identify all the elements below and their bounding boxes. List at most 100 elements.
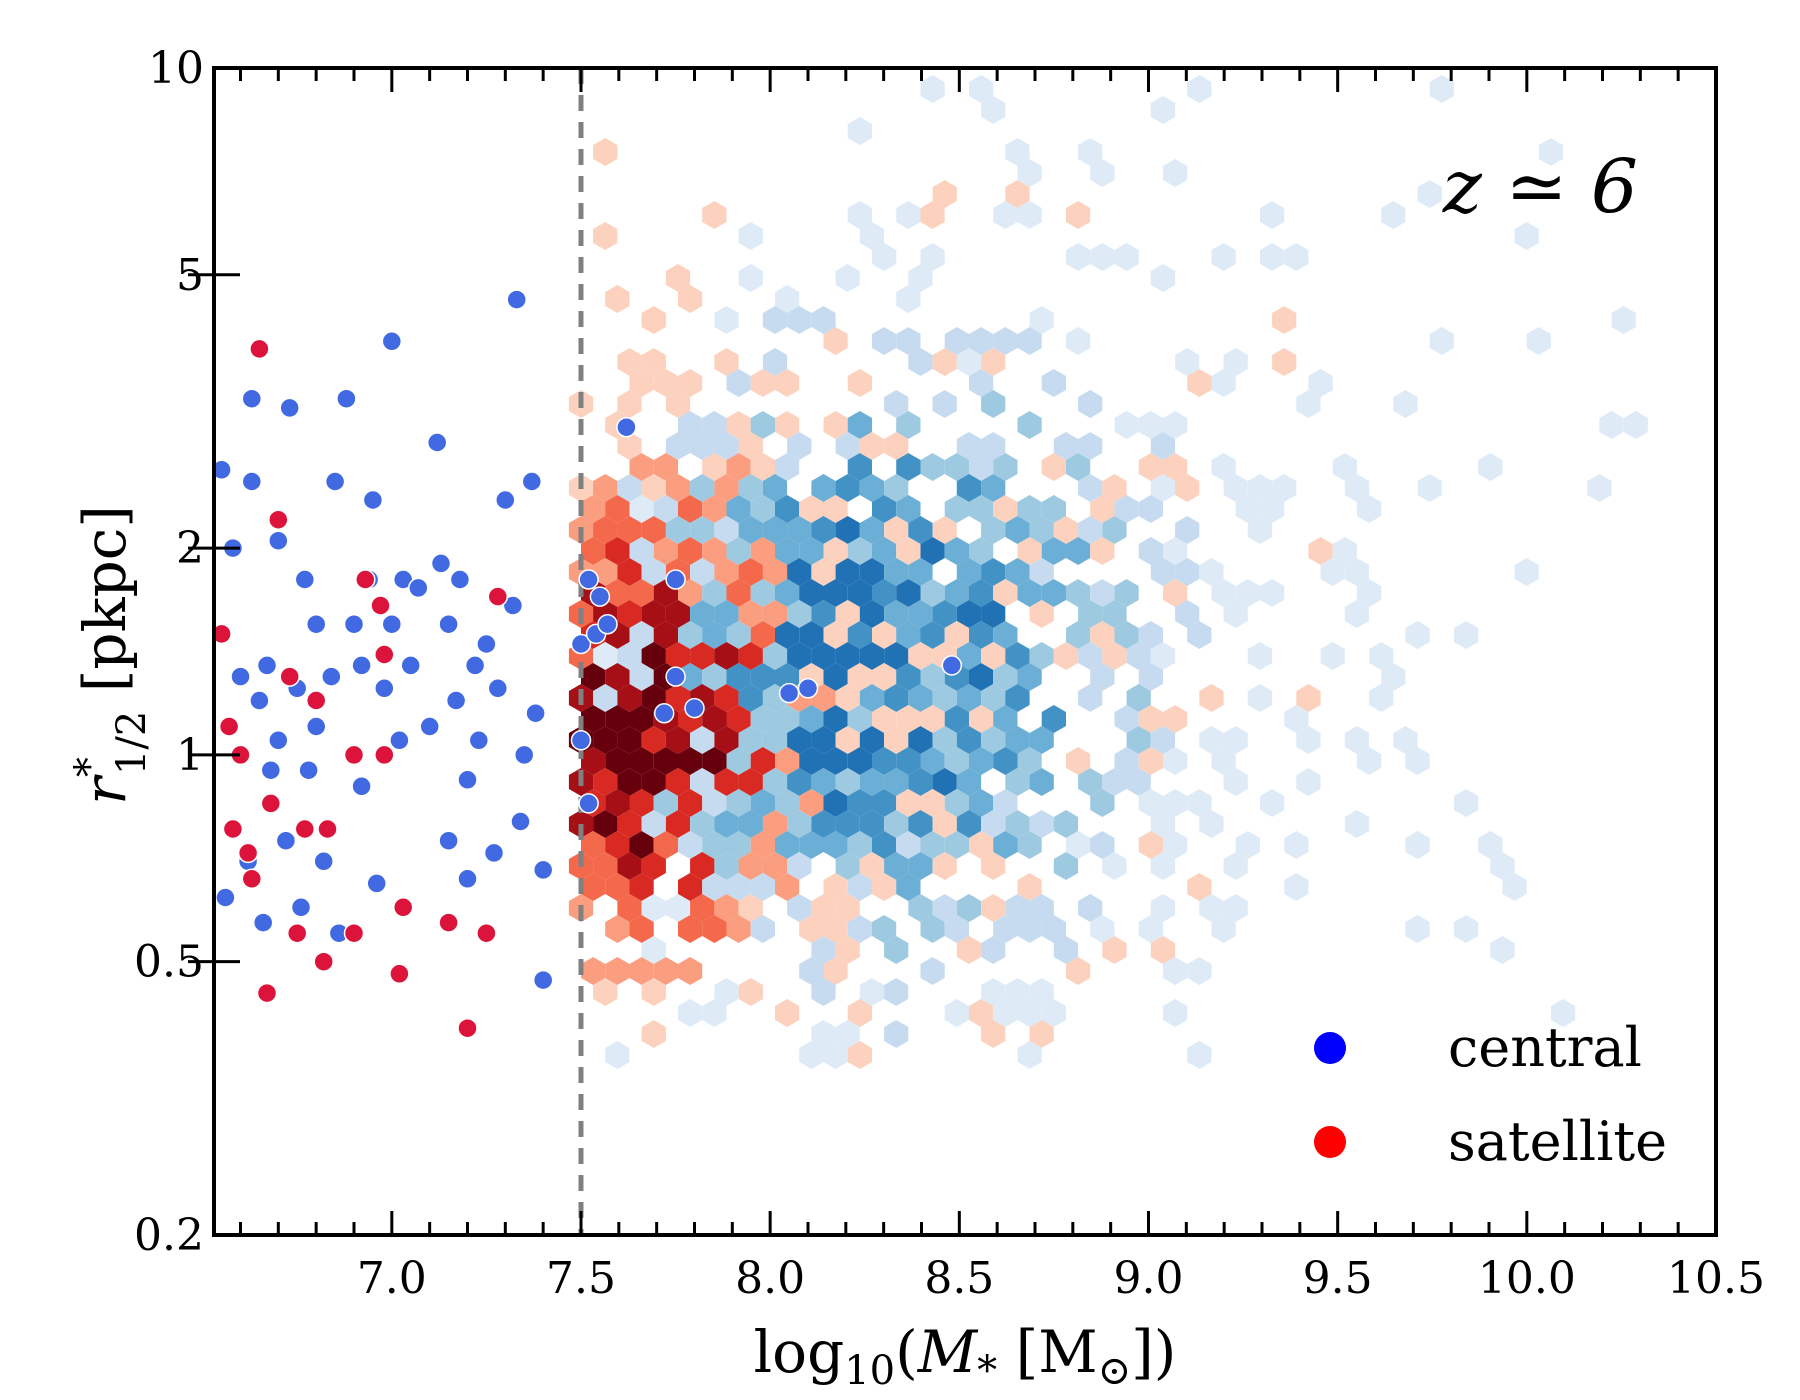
hexbin-cell — [799, 705, 824, 733]
hexbin-cell — [605, 1041, 630, 1069]
hexbin-cell — [993, 789, 1018, 817]
hexbin-cell — [1066, 747, 1091, 775]
hexbin-cell — [690, 516, 715, 544]
central-point — [457, 769, 478, 791]
hexbin-cell — [702, 495, 727, 523]
hexbin-cell — [1053, 936, 1079, 964]
hexbin-cell — [872, 579, 897, 607]
scatter-points — [214, 289, 963, 1039]
central-point — [268, 730, 289, 751]
hexbin-cell — [1078, 768, 1103, 796]
central-point — [570, 730, 592, 751]
hexbin-cell — [702, 747, 727, 775]
hexbin-cell — [823, 411, 848, 439]
hexbin-cell — [981, 390, 1006, 418]
hexbin-cell — [859, 432, 885, 460]
hexbin-cell — [1017, 537, 1042, 565]
hexbin-cell — [605, 663, 630, 691]
hexbin-cell — [1187, 621, 1212, 649]
hexbin-cell — [1090, 663, 1115, 691]
hexbin-cell — [920, 579, 945, 607]
central-point — [305, 613, 327, 635]
x-tick-label: 7.5 — [546, 1253, 616, 1304]
hexbin-cell — [811, 642, 836, 670]
central-point — [665, 569, 686, 590]
hexbin-density — [568, 75, 1648, 1069]
hexbin-cell — [738, 432, 763, 460]
hexbin-cell — [908, 768, 933, 796]
hexbin-cell — [581, 747, 606, 775]
hexbin-cell — [969, 537, 994, 565]
hexbin-cell — [750, 411, 775, 439]
hexbin-cell — [1078, 390, 1103, 418]
hexbin-cell — [956, 894, 982, 922]
hexbin-cell — [1029, 894, 1054, 922]
hexbin-cell — [1041, 579, 1066, 607]
hexbin-cell — [1138, 453, 1163, 481]
hexbin-cell — [835, 432, 860, 460]
hexbin-cell — [1296, 684, 1321, 712]
hexbin-cell — [593, 516, 618, 544]
hexbin-cell — [1223, 600, 1248, 628]
hexbin-cell — [1041, 537, 1066, 565]
hexbin-cell — [1163, 159, 1188, 187]
hexbin-cell — [1078, 684, 1103, 712]
central-point — [381, 331, 403, 352]
hexbin-cell — [1235, 831, 1260, 859]
central-point — [483, 842, 505, 864]
central-point — [476, 633, 497, 655]
hexbin-cell — [665, 474, 691, 502]
hexbin-cell — [823, 579, 848, 607]
hexbin-cell — [872, 621, 897, 649]
central-point — [362, 489, 384, 511]
hexbin-cell — [847, 117, 872, 145]
hexbin-cell — [932, 348, 957, 376]
hexbin-cell — [617, 810, 642, 838]
hexbin-cell — [653, 369, 678, 397]
hexbin-cell — [1029, 558, 1054, 586]
central-point — [684, 697, 705, 719]
x-title-sun-symbol: ⊙ — [1098, 1348, 1132, 1394]
hexbin-cell — [1138, 915, 1163, 943]
hexbin-cell — [605, 537, 630, 565]
hexbin-cell — [944, 915, 969, 943]
hexbin-cell — [775, 369, 800, 397]
hexbin-cell — [775, 537, 800, 565]
hexbin-cell — [1187, 789, 1212, 817]
hexbin-cell — [629, 495, 654, 523]
hexbin-cell — [1114, 495, 1139, 523]
hexbin-cell — [1247, 642, 1273, 670]
central-point — [241, 388, 263, 409]
central-point — [510, 811, 531, 832]
hexbin-cell — [920, 243, 945, 271]
central-point — [374, 678, 395, 699]
satellite-point — [214, 623, 232, 645]
hexbin-cell — [1029, 306, 1054, 334]
hexbin-cell — [859, 768, 885, 796]
hexbin-cell — [1587, 474, 1612, 502]
hexbin-cell — [629, 579, 654, 607]
hexbin-cell — [617, 852, 642, 880]
hexbin-cell — [714, 894, 739, 922]
hexbin-cell — [1150, 642, 1176, 670]
hexbin-cell — [1247, 684, 1273, 712]
hexbin-cell — [1381, 201, 1406, 229]
hexbin-cell — [714, 978, 739, 1006]
hexbin-cell — [738, 558, 763, 586]
hexbin-cell — [1126, 768, 1151, 796]
central-point — [389, 730, 410, 751]
central-point — [279, 397, 300, 419]
hexbin-cell — [678, 369, 703, 397]
hexbin-cell — [908, 726, 933, 754]
hexbin-cell — [641, 894, 666, 922]
hexbin-cell — [762, 600, 788, 628]
hexbin-cell — [835, 1020, 860, 1048]
hexbin-cell — [690, 558, 715, 586]
hexbin-cell — [981, 852, 1006, 880]
hexbin-cell — [605, 831, 630, 859]
hexbin-cell — [920, 663, 945, 691]
hexbin-cell — [641, 978, 666, 1006]
hexbin-cell — [799, 789, 824, 817]
y-tick-label: 0.5 — [134, 937, 204, 988]
hexbin-cell — [726, 705, 751, 733]
